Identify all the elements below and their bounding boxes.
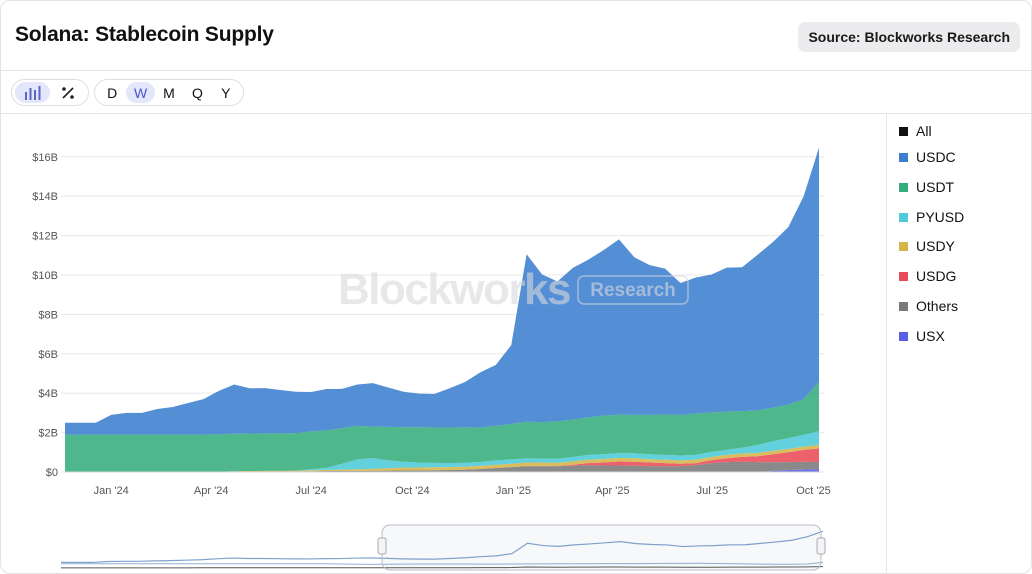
legend-label: Others xyxy=(916,298,959,314)
watermark: Blockworks Research xyxy=(338,265,689,314)
area-usdc[interactable] xyxy=(65,147,819,435)
axis-layer: $0 $2B $4B $6B $8B $10B $12B $14B $16B Jan '24 Apr… xyxy=(32,152,830,497)
x-tick-label: Apr '24 xyxy=(194,485,229,497)
legend-label: USDT xyxy=(916,179,955,195)
range-navigator[interactable] xyxy=(61,524,826,571)
chart-toolbar: D W M Q Y xyxy=(1,71,1031,114)
legend-label: All xyxy=(916,123,932,139)
interval-d-button[interactable]: D xyxy=(107,84,118,101)
area-usdt[interactable] xyxy=(65,381,819,472)
legend-item-usx[interactable]: USX xyxy=(899,327,945,345)
legend-item-usdy[interactable]: USDY xyxy=(899,237,955,255)
interval-y-button[interactable]: Y xyxy=(221,84,231,101)
y-tick-label: $4B xyxy=(38,388,58,400)
source-badge[interactable]: Source: Blockworks Research xyxy=(798,22,1020,52)
navigator-right-handle[interactable] xyxy=(816,537,826,555)
percent-button[interactable] xyxy=(50,82,85,103)
legend-label: USX xyxy=(916,328,945,344)
x-tick-label: Jan '24 xyxy=(94,485,129,497)
interval-selector: D W M Q Y xyxy=(94,79,244,106)
x-tick-label: Oct '24 xyxy=(395,485,430,497)
chart-title: Solana: Stablecoin Supply xyxy=(15,23,274,46)
area-layer xyxy=(65,147,819,472)
legend-swatch xyxy=(899,331,908,341)
interval-w-button[interactable]: W xyxy=(126,82,155,103)
legend-label: USDG xyxy=(916,268,957,284)
legend-swatch xyxy=(899,241,908,251)
bar-chart-button[interactable] xyxy=(15,82,50,103)
legend-label: USDY xyxy=(916,238,955,254)
y-tick-label: $10B xyxy=(32,270,58,282)
legend: All USDC USDT PYUSD USDY USDG Others USX xyxy=(886,114,1031,573)
legend-item-others[interactable]: Others xyxy=(899,297,958,315)
x-tick-label: Jan '25 xyxy=(496,485,531,497)
legend-swatch xyxy=(899,152,908,162)
x-tick-label: Apr '25 xyxy=(595,485,630,497)
navigator-total-line xyxy=(61,530,824,564)
legend-swatch xyxy=(899,182,908,192)
navigator-base-line xyxy=(61,566,824,569)
legend-label: PYUSD xyxy=(916,209,965,225)
x-tick-label: Jul '24 xyxy=(295,485,326,497)
legend-item-usdg[interactable]: USDG xyxy=(899,267,956,285)
chart-plot-area: Blockworks Research $0 $2B $4B $6B $8B $10B $1… xyxy=(1,114,886,573)
y-tick-label: $0 xyxy=(46,467,58,479)
stacked-area-chart: Blockworks Research $0 $2B $4B $6B $8B $10B $1… xyxy=(32,147,831,571)
interval-q-button[interactable]: Q xyxy=(191,84,203,101)
y-tick-label: $12B xyxy=(32,231,58,243)
navigator-usdt-line xyxy=(61,561,824,565)
area-others[interactable] xyxy=(65,461,819,472)
legend-swatch xyxy=(899,271,908,281)
y-tick-label: $2B xyxy=(38,428,58,440)
watermark-tag: Research xyxy=(590,280,676,301)
y-tick-label: $14B xyxy=(32,191,58,203)
y-tick-label: $8B xyxy=(38,309,58,321)
interval-m-button[interactable]: M xyxy=(163,84,175,101)
legend-item-all[interactable]: All xyxy=(899,122,932,140)
watermark-brand: Blockworks xyxy=(338,265,570,314)
area-pyusd[interactable] xyxy=(65,431,819,472)
legend-item-pyusd[interactable]: PYUSD xyxy=(899,208,964,226)
chart-type-toggle xyxy=(11,79,89,106)
percent-icon xyxy=(61,86,74,99)
legend-swatch xyxy=(899,301,908,311)
x-tick-label: Jul '25 xyxy=(697,485,728,497)
legend-item-usdt[interactable]: USDT xyxy=(899,178,954,196)
bar-chart-icon xyxy=(24,85,40,100)
navigator-left-handle[interactable] xyxy=(377,537,387,555)
legend-swatch xyxy=(899,126,908,136)
navigator-window[interactable] xyxy=(381,524,822,571)
y-tick-label: $6B xyxy=(38,349,58,361)
y-tick-label: $16B xyxy=(32,152,58,164)
x-tick-label: Oct '25 xyxy=(796,485,831,497)
legend-label: USDC xyxy=(916,149,956,165)
watermark-badge xyxy=(577,275,689,305)
legend-item-usdc[interactable]: USDC xyxy=(899,148,956,166)
legend-swatch xyxy=(899,212,908,222)
chart-header: Solana: Stablecoin Supply Source: Blockw… xyxy=(1,1,1031,71)
